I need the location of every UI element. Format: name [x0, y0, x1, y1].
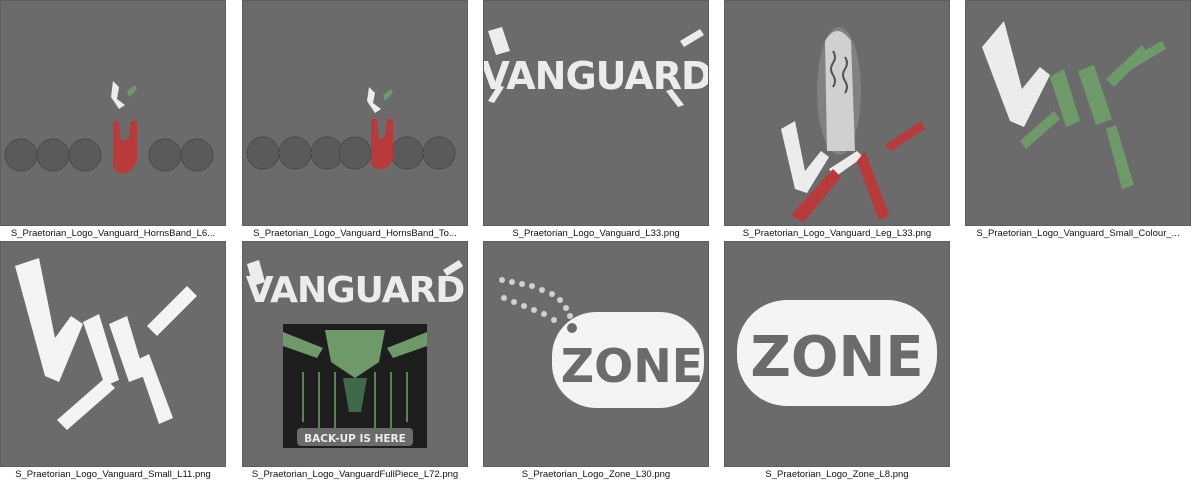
- file-tile-vanguard-fullpiece-l72[interactable]: VANGUARD BACK-UP IS HERE S_Praetorian_Lo…: [242, 241, 468, 480]
- file-name: S_Praetorian_Logo_Vanguard_HornsBand_L6.…: [10, 228, 216, 239]
- file-name: S_Praetorian_Logo_Vanguard_L33.png: [512, 228, 680, 239]
- file-tile-vanguard-small-colour[interactable]: S_Praetorian_Logo_Vanguard_Small_Colour_…: [965, 0, 1191, 239]
- file-name: S_Praetorian_Logo_Vanguard_Small_L11.png: [15, 469, 211, 480]
- file-name: S_Praetorian_Logo_Vanguard_HornsBand_To.…: [253, 228, 457, 239]
- thumbnail-vanguard-leg-l33[interactable]: [724, 0, 950, 226]
- hornsband-image: [4, 81, 214, 174]
- thumbnail-vanguard-l33[interactable]: VANGUARD: [483, 0, 709, 226]
- vanguard-logo-image: VANGUARD: [484, 27, 708, 107]
- logo-text: VANGUARD: [246, 270, 465, 311]
- file-tile-vanguard-small-l11[interactable]: S_Praetorian_Logo_Vanguard_Small_L11.png: [0, 241, 226, 480]
- logo-text: ZONE: [561, 339, 703, 393]
- thumbnail-hornsband-l6[interactable]: [0, 0, 226, 226]
- vanguard-leg-image: [781, 27, 925, 223]
- thumbnail-zone-l30[interactable]: ZONE: [483, 241, 709, 467]
- logo-text: ZONE: [750, 325, 923, 390]
- thumbnail-zone-l8[interactable]: ZONE: [724, 241, 950, 467]
- thumbnail-hornsband-to[interactable]: [242, 0, 468, 226]
- hornsband-image: [246, 87, 456, 170]
- file-tile-hornsband-to[interactable]: S_Praetorian_Logo_Vanguard_HornsBand_To.…: [242, 0, 468, 239]
- banner-text: BACK-UP IS HERE: [304, 433, 406, 445]
- file-name: S_Praetorian_Logo_Vanguard_Leg_L33.png: [742, 228, 932, 239]
- logo-text: VANGUARD: [484, 54, 708, 98]
- vanguard-small-colour-image: [982, 21, 1166, 189]
- vanguard-fullpiece-image: VANGUARD BACK-UP IS HERE: [246, 260, 465, 448]
- file-tile-vanguard-leg-l33[interactable]: S_Praetorian_Logo_Vanguard_Leg_L33.png: [724, 0, 950, 239]
- file-name: S_Praetorian_Logo_VanguardFullPiece_L72.…: [251, 469, 459, 480]
- file-tile-hornsband-l6[interactable]: S_Praetorian_Logo_Vanguard_HornsBand_L6.…: [0, 0, 226, 239]
- thumbnail-vanguard-small-l11[interactable]: [0, 241, 226, 467]
- zone-tag-image: ZONE: [499, 277, 704, 408]
- file-name: S_Praetorian_Logo_Vanguard_Small_Colour_…: [976, 228, 1180, 239]
- file-name: S_Praetorian_Logo_Zone_L30.png: [521, 469, 671, 480]
- file-name: S_Praetorian_Logo_Zone_L8.png: [765, 469, 909, 480]
- vanguard-small-image: [15, 258, 197, 430]
- file-tile-zone-l8[interactable]: ZONE S_Praetorian_Logo_Zone_L8.png: [724, 241, 950, 480]
- zone-tag-image: ZONE: [737, 300, 937, 406]
- thumbnail-vanguard-small-colour[interactable]: [965, 0, 1191, 226]
- file-tile-vanguard-l33[interactable]: VANGUARD S_Praetorian_Logo_Vanguard_L33.…: [483, 0, 709, 239]
- thumbnail-vanguard-fullpiece-l72[interactable]: VANGUARD BACK-UP IS HERE: [242, 241, 468, 467]
- file-tile-zone-l30[interactable]: ZONE S_Praetorian_Logo_Zone_L30.png: [483, 241, 709, 480]
